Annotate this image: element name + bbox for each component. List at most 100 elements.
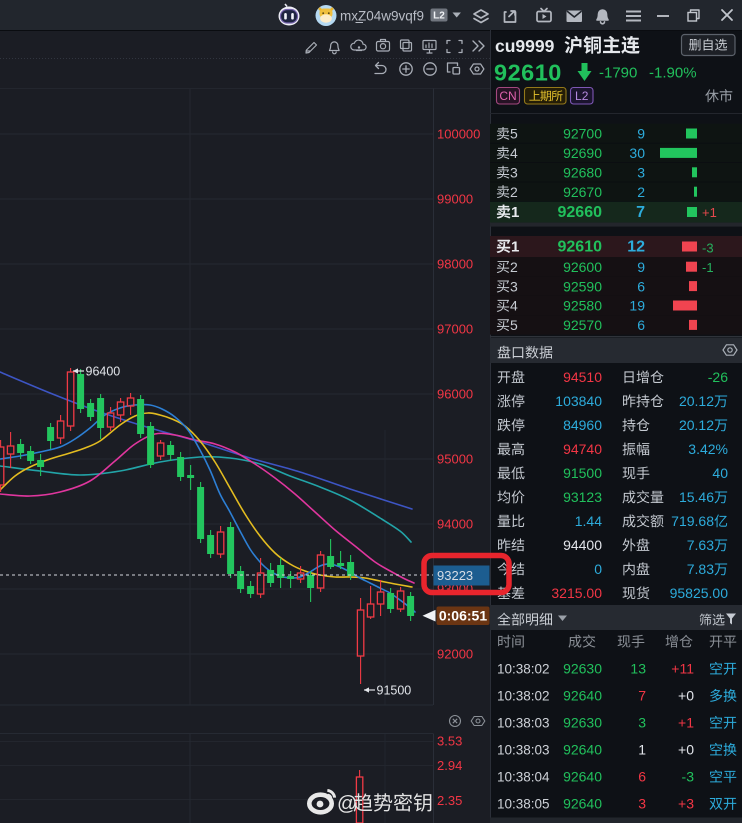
svg-text:7.63: 7.63 bbox=[687, 537, 714, 553]
svg-text:92640: 92640 bbox=[563, 742, 602, 758]
svg-text:7.83: 7.83 bbox=[687, 561, 714, 577]
svg-text:719.68: 719.68 bbox=[671, 513, 714, 529]
svg-text:3215.00: 3215.00 bbox=[551, 585, 602, 601]
svg-text:10:38:05: 10:38:05 bbox=[497, 797, 550, 812]
svg-text:92630: 92630 bbox=[563, 661, 602, 677]
svg-text:2.94: 2.94 bbox=[437, 758, 462, 773]
svg-text:95825.00: 95825.00 bbox=[670, 585, 729, 601]
svg-text:92690: 92690 bbox=[563, 145, 602, 161]
svg-text:94740: 94740 bbox=[563, 441, 602, 457]
svg-text:99000: 99000 bbox=[437, 192, 473, 207]
svg-text:92610: 92610 bbox=[558, 239, 603, 256]
svg-text:92700: 92700 bbox=[563, 126, 602, 142]
svg-text:92000: 92000 bbox=[437, 647, 473, 662]
svg-text:7: 7 bbox=[636, 204, 645, 221]
svg-text:1: 1 bbox=[638, 742, 646, 758]
svg-text:15.46: 15.46 bbox=[679, 489, 714, 505]
svg-text:98000: 98000 bbox=[437, 257, 473, 272]
svg-text:3: 3 bbox=[638, 715, 646, 731]
svg-text:3: 3 bbox=[510, 165, 518, 181]
svg-text:CN: CN bbox=[499, 89, 516, 103]
svg-text:5: 5 bbox=[510, 126, 518, 142]
svg-text:0: 0 bbox=[594, 561, 602, 577]
svg-text:92590: 92590 bbox=[563, 278, 602, 294]
svg-text:+3: +3 bbox=[678, 796, 694, 812]
svg-text:10:38:04: 10:38:04 bbox=[497, 770, 550, 785]
svg-text:-1790: -1790 bbox=[599, 65, 637, 82]
svg-text:9: 9 bbox=[637, 126, 645, 142]
svg-text:92660: 92660 bbox=[558, 204, 603, 221]
svg-text:91500: 91500 bbox=[377, 684, 412, 698]
svg-text:6: 6 bbox=[638, 769, 646, 785]
svg-text:2: 2 bbox=[637, 184, 645, 200]
svg-text:3: 3 bbox=[510, 278, 518, 294]
svg-text:-26: -26 bbox=[708, 369, 728, 385]
svg-text:9: 9 bbox=[637, 259, 645, 275]
svg-text:92640: 92640 bbox=[563, 688, 602, 704]
svg-text:30: 30 bbox=[629, 145, 645, 161]
svg-text:94400: 94400 bbox=[563, 537, 602, 553]
svg-text:0:06:51: 0:06:51 bbox=[439, 608, 487, 624]
svg-text:+11: +11 bbox=[671, 661, 694, 677]
svg-text:7: 7 bbox=[638, 688, 646, 704]
svg-text:-1.90%: -1.90% bbox=[649, 65, 697, 82]
svg-text:3: 3 bbox=[637, 165, 645, 181]
svg-text:L2: L2 bbox=[433, 11, 445, 22]
svg-text:+1: +1 bbox=[702, 205, 717, 220]
svg-text:1.44: 1.44 bbox=[575, 513, 602, 529]
svg-text:mxZ04w9vqf9: mxZ04w9vqf9 bbox=[340, 9, 424, 24]
svg-text:92610: 92610 bbox=[494, 60, 562, 86]
svg-text:5: 5 bbox=[510, 317, 518, 333]
svg-text:12: 12 bbox=[627, 239, 645, 256]
svg-text:-3: -3 bbox=[702, 240, 714, 255]
svg-text:6: 6 bbox=[637, 317, 645, 333]
svg-text:-1: -1 bbox=[702, 260, 714, 275]
svg-text:4: 4 bbox=[510, 298, 518, 314]
svg-text:91500: 91500 bbox=[563, 465, 602, 481]
svg-text:cu9999: cu9999 bbox=[495, 36, 555, 56]
svg-text:93223: 93223 bbox=[437, 568, 473, 583]
svg-text:40: 40 bbox=[712, 465, 728, 481]
svg-text:1: 1 bbox=[511, 204, 519, 221]
svg-text:92580: 92580 bbox=[563, 298, 602, 314]
svg-text:92630: 92630 bbox=[563, 715, 602, 731]
svg-text:10:38:03: 10:38:03 bbox=[497, 743, 550, 758]
svg-text:97000: 97000 bbox=[437, 322, 473, 337]
svg-text:19: 19 bbox=[629, 298, 645, 314]
svg-text:L2: L2 bbox=[575, 89, 589, 103]
svg-text:13: 13 bbox=[630, 661, 646, 677]
svg-text:@: @ bbox=[337, 793, 357, 815]
svg-text:95000: 95000 bbox=[437, 452, 473, 467]
svg-text:2.35: 2.35 bbox=[437, 793, 462, 808]
svg-text:94000: 94000 bbox=[437, 517, 473, 532]
svg-text:2: 2 bbox=[510, 259, 518, 275]
svg-text:100000: 100000 bbox=[437, 127, 480, 142]
svg-text:92680: 92680 bbox=[563, 165, 602, 181]
svg-text:94510: 94510 bbox=[563, 369, 602, 385]
svg-text:103840: 103840 bbox=[555, 393, 602, 409]
svg-text:3.53: 3.53 bbox=[437, 734, 462, 749]
svg-text:10:38:02: 10:38:02 bbox=[497, 689, 550, 704]
svg-text:+1: +1 bbox=[678, 715, 694, 731]
svg-text:20.12: 20.12 bbox=[679, 417, 714, 433]
svg-text:20.12: 20.12 bbox=[679, 393, 714, 409]
svg-text:1: 1 bbox=[511, 239, 519, 256]
svg-text:84960: 84960 bbox=[563, 417, 602, 433]
svg-text:+0: +0 bbox=[678, 688, 694, 704]
svg-text:92670: 92670 bbox=[563, 184, 602, 200]
svg-text:+0: +0 bbox=[678, 742, 694, 758]
svg-text:3: 3 bbox=[638, 796, 646, 812]
svg-text:93123: 93123 bbox=[563, 489, 602, 505]
svg-text:96400: 96400 bbox=[86, 365, 121, 379]
svg-text:96000: 96000 bbox=[437, 387, 473, 402]
svg-text:92640: 92640 bbox=[563, 769, 602, 785]
svg-text:-3: -3 bbox=[682, 769, 695, 785]
svg-text:92640: 92640 bbox=[563, 796, 602, 812]
svg-text:3.42%: 3.42% bbox=[688, 441, 728, 457]
svg-text:6: 6 bbox=[637, 278, 645, 294]
svg-text:10:38:03: 10:38:03 bbox=[497, 716, 550, 731]
svg-text:92570: 92570 bbox=[563, 317, 602, 333]
svg-text:2: 2 bbox=[510, 184, 518, 200]
svg-text:10:38:02: 10:38:02 bbox=[497, 662, 550, 677]
svg-text:92600: 92600 bbox=[563, 259, 602, 275]
